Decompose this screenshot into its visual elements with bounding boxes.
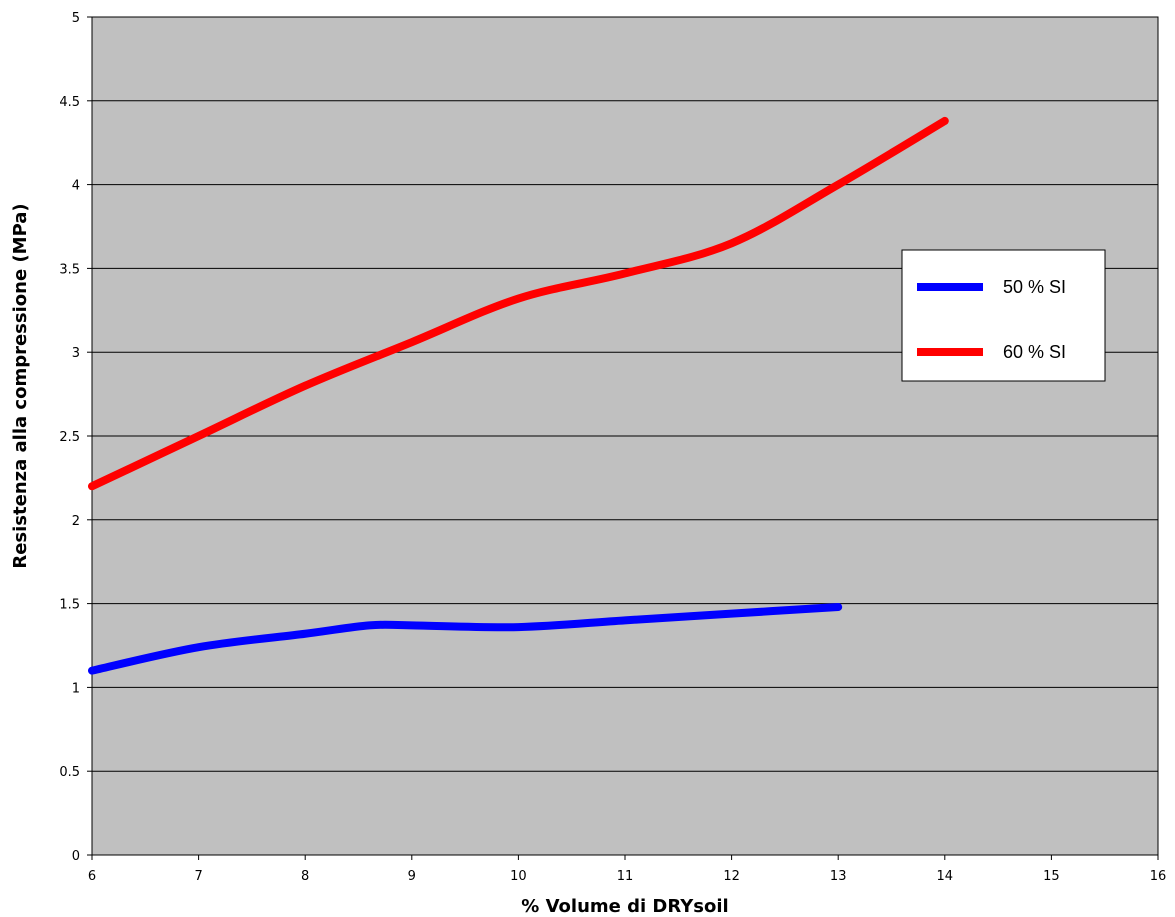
- x-tick-label-5: 11: [617, 869, 634, 884]
- x-tick-label-2: 8: [301, 869, 309, 884]
- x-tick-label-1: 7: [194, 869, 202, 884]
- y-tick-label-2: 1: [72, 681, 80, 696]
- x-tick-label-10: 16: [1150, 869, 1167, 884]
- x-axis-ticks: 6 7 8 9 10 11 12 13 14 15 16: [88, 855, 1166, 884]
- y-tick-label-9: 4.5: [59, 95, 80, 110]
- x-tick-label-7: 13: [830, 869, 847, 884]
- series-layer: [88, 116, 949, 675]
- legend-label-60-si: 60 % SI: [1003, 342, 1066, 362]
- y-tick-label-6: 3: [72, 346, 80, 361]
- x-tick-label-0: 6: [88, 869, 96, 884]
- series-line-1: [88, 116, 949, 491]
- y-tick-label-0: 0: [72, 849, 80, 864]
- legend-label-50-si: 50 % SI: [1003, 277, 1066, 297]
- x-axis-title: % Volume di DRYsoil: [521, 896, 728, 917]
- x-tick-label-8: 14: [937, 869, 954, 884]
- y-axis-title: Resistenza alla compressione (MPa): [10, 203, 31, 568]
- legend: 50 % SI 60 % SI: [901, 249, 1106, 382]
- y-tick-label-4: 2: [72, 514, 80, 529]
- y-tick-label-10: 5: [72, 11, 80, 26]
- series-line-0: [88, 602, 843, 675]
- y-tick-label-1: 0.5: [59, 765, 80, 780]
- y-tick-label-7: 3.5: [59, 262, 80, 277]
- y-tick-label-3: 1.5: [59, 598, 80, 613]
- x-tick-label-3: 9: [408, 869, 416, 884]
- y-tick-label-5: 2.5: [59, 430, 80, 445]
- legend-box: [901, 249, 1106, 382]
- x-tick-label-9: 15: [1043, 869, 1060, 884]
- x-tick-label-4: 10: [510, 869, 527, 884]
- y-axis-ticks: 0 0.5 1 1.5 2 2.5 3 3.5 4 4.5 5: [59, 11, 92, 864]
- x-tick-label-6: 12: [723, 869, 740, 884]
- y-tick-label-8: 4: [72, 179, 80, 194]
